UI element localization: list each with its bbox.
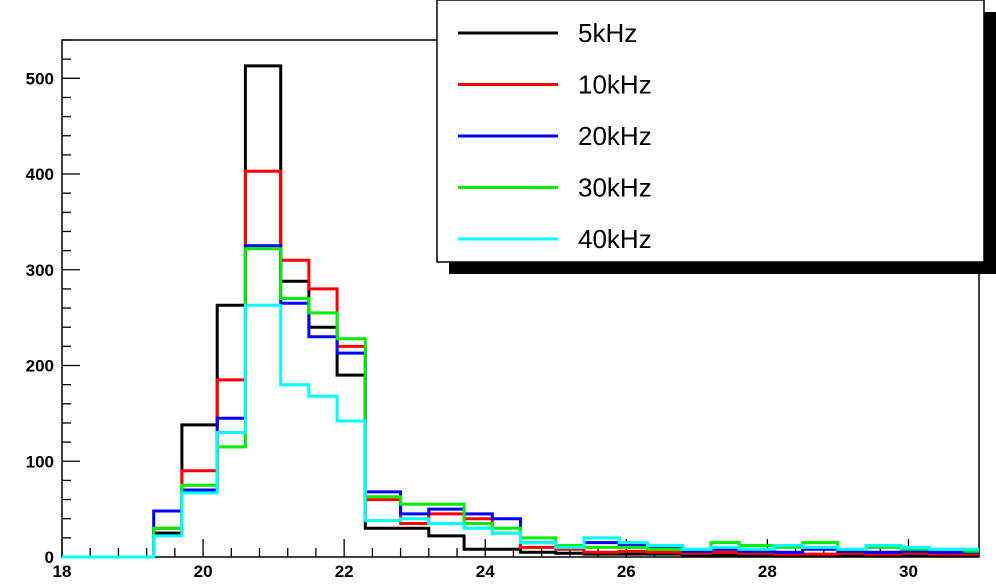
y-tick-label: 0 xyxy=(45,548,54,567)
legend-label-10kHz: 10kHz xyxy=(578,70,652,100)
y-tick-label: 200 xyxy=(26,357,54,376)
x-tick-label: 20 xyxy=(194,562,213,581)
series-line-10kHz xyxy=(62,169,979,559)
y-tick-label: 100 xyxy=(26,452,54,471)
series-line-5kHz xyxy=(62,64,979,559)
legend-label-40kHz: 40kHz xyxy=(578,224,652,254)
x-tick-label: 24 xyxy=(476,562,495,581)
legend-label-20kHz: 20kHz xyxy=(578,121,652,151)
legend-label-5kHz: 5kHz xyxy=(578,18,637,48)
series-layer xyxy=(62,64,979,559)
y-tick-label: 500 xyxy=(26,69,54,88)
y-tick-label: 400 xyxy=(26,165,54,184)
x-tick-label: 28 xyxy=(758,562,777,581)
legend: 5kHz 10kHz 20kHz 30kHz 40kHz xyxy=(436,0,996,274)
x-tick-label: 22 xyxy=(335,562,354,581)
legend-box xyxy=(436,0,985,263)
x-tick-label: 30 xyxy=(899,562,918,581)
x-tick-label: 18 xyxy=(53,562,72,581)
x-tick-label: 26 xyxy=(617,562,636,581)
series-line-40kHz xyxy=(62,303,979,559)
legend-label-30kHz: 30kHz xyxy=(578,173,652,203)
y-tick-label: 300 xyxy=(26,261,54,280)
